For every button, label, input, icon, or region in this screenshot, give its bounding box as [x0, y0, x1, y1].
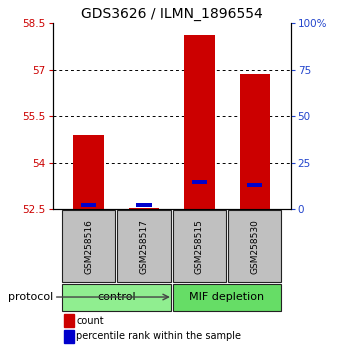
Bar	[173, 284, 281, 311]
Bar	[192, 180, 207, 184]
Bar	[81, 203, 97, 207]
Bar	[64, 314, 74, 327]
Bar	[62, 284, 171, 311]
Bar	[117, 210, 171, 282]
Bar	[64, 330, 74, 343]
Bar	[228, 210, 281, 282]
Text: GSM258515: GSM258515	[195, 219, 204, 274]
Text: count: count	[76, 316, 104, 326]
Text: control: control	[97, 292, 136, 302]
Text: protocol: protocol	[8, 292, 53, 302]
Bar	[62, 210, 115, 282]
Bar	[247, 183, 262, 187]
Text: MIF depletion: MIF depletion	[189, 292, 265, 302]
Text: percentile rank within the sample: percentile rank within the sample	[76, 331, 241, 341]
Text: GSM258530: GSM258530	[250, 219, 259, 274]
Bar	[239, 74, 270, 209]
Title: GDS3626 / ILMN_1896554: GDS3626 / ILMN_1896554	[81, 7, 262, 21]
Bar	[173, 210, 226, 282]
Bar	[73, 135, 104, 209]
Text: GSM258517: GSM258517	[139, 219, 149, 274]
Bar	[184, 35, 215, 209]
Bar	[136, 203, 152, 207]
Text: GSM258516: GSM258516	[84, 219, 93, 274]
